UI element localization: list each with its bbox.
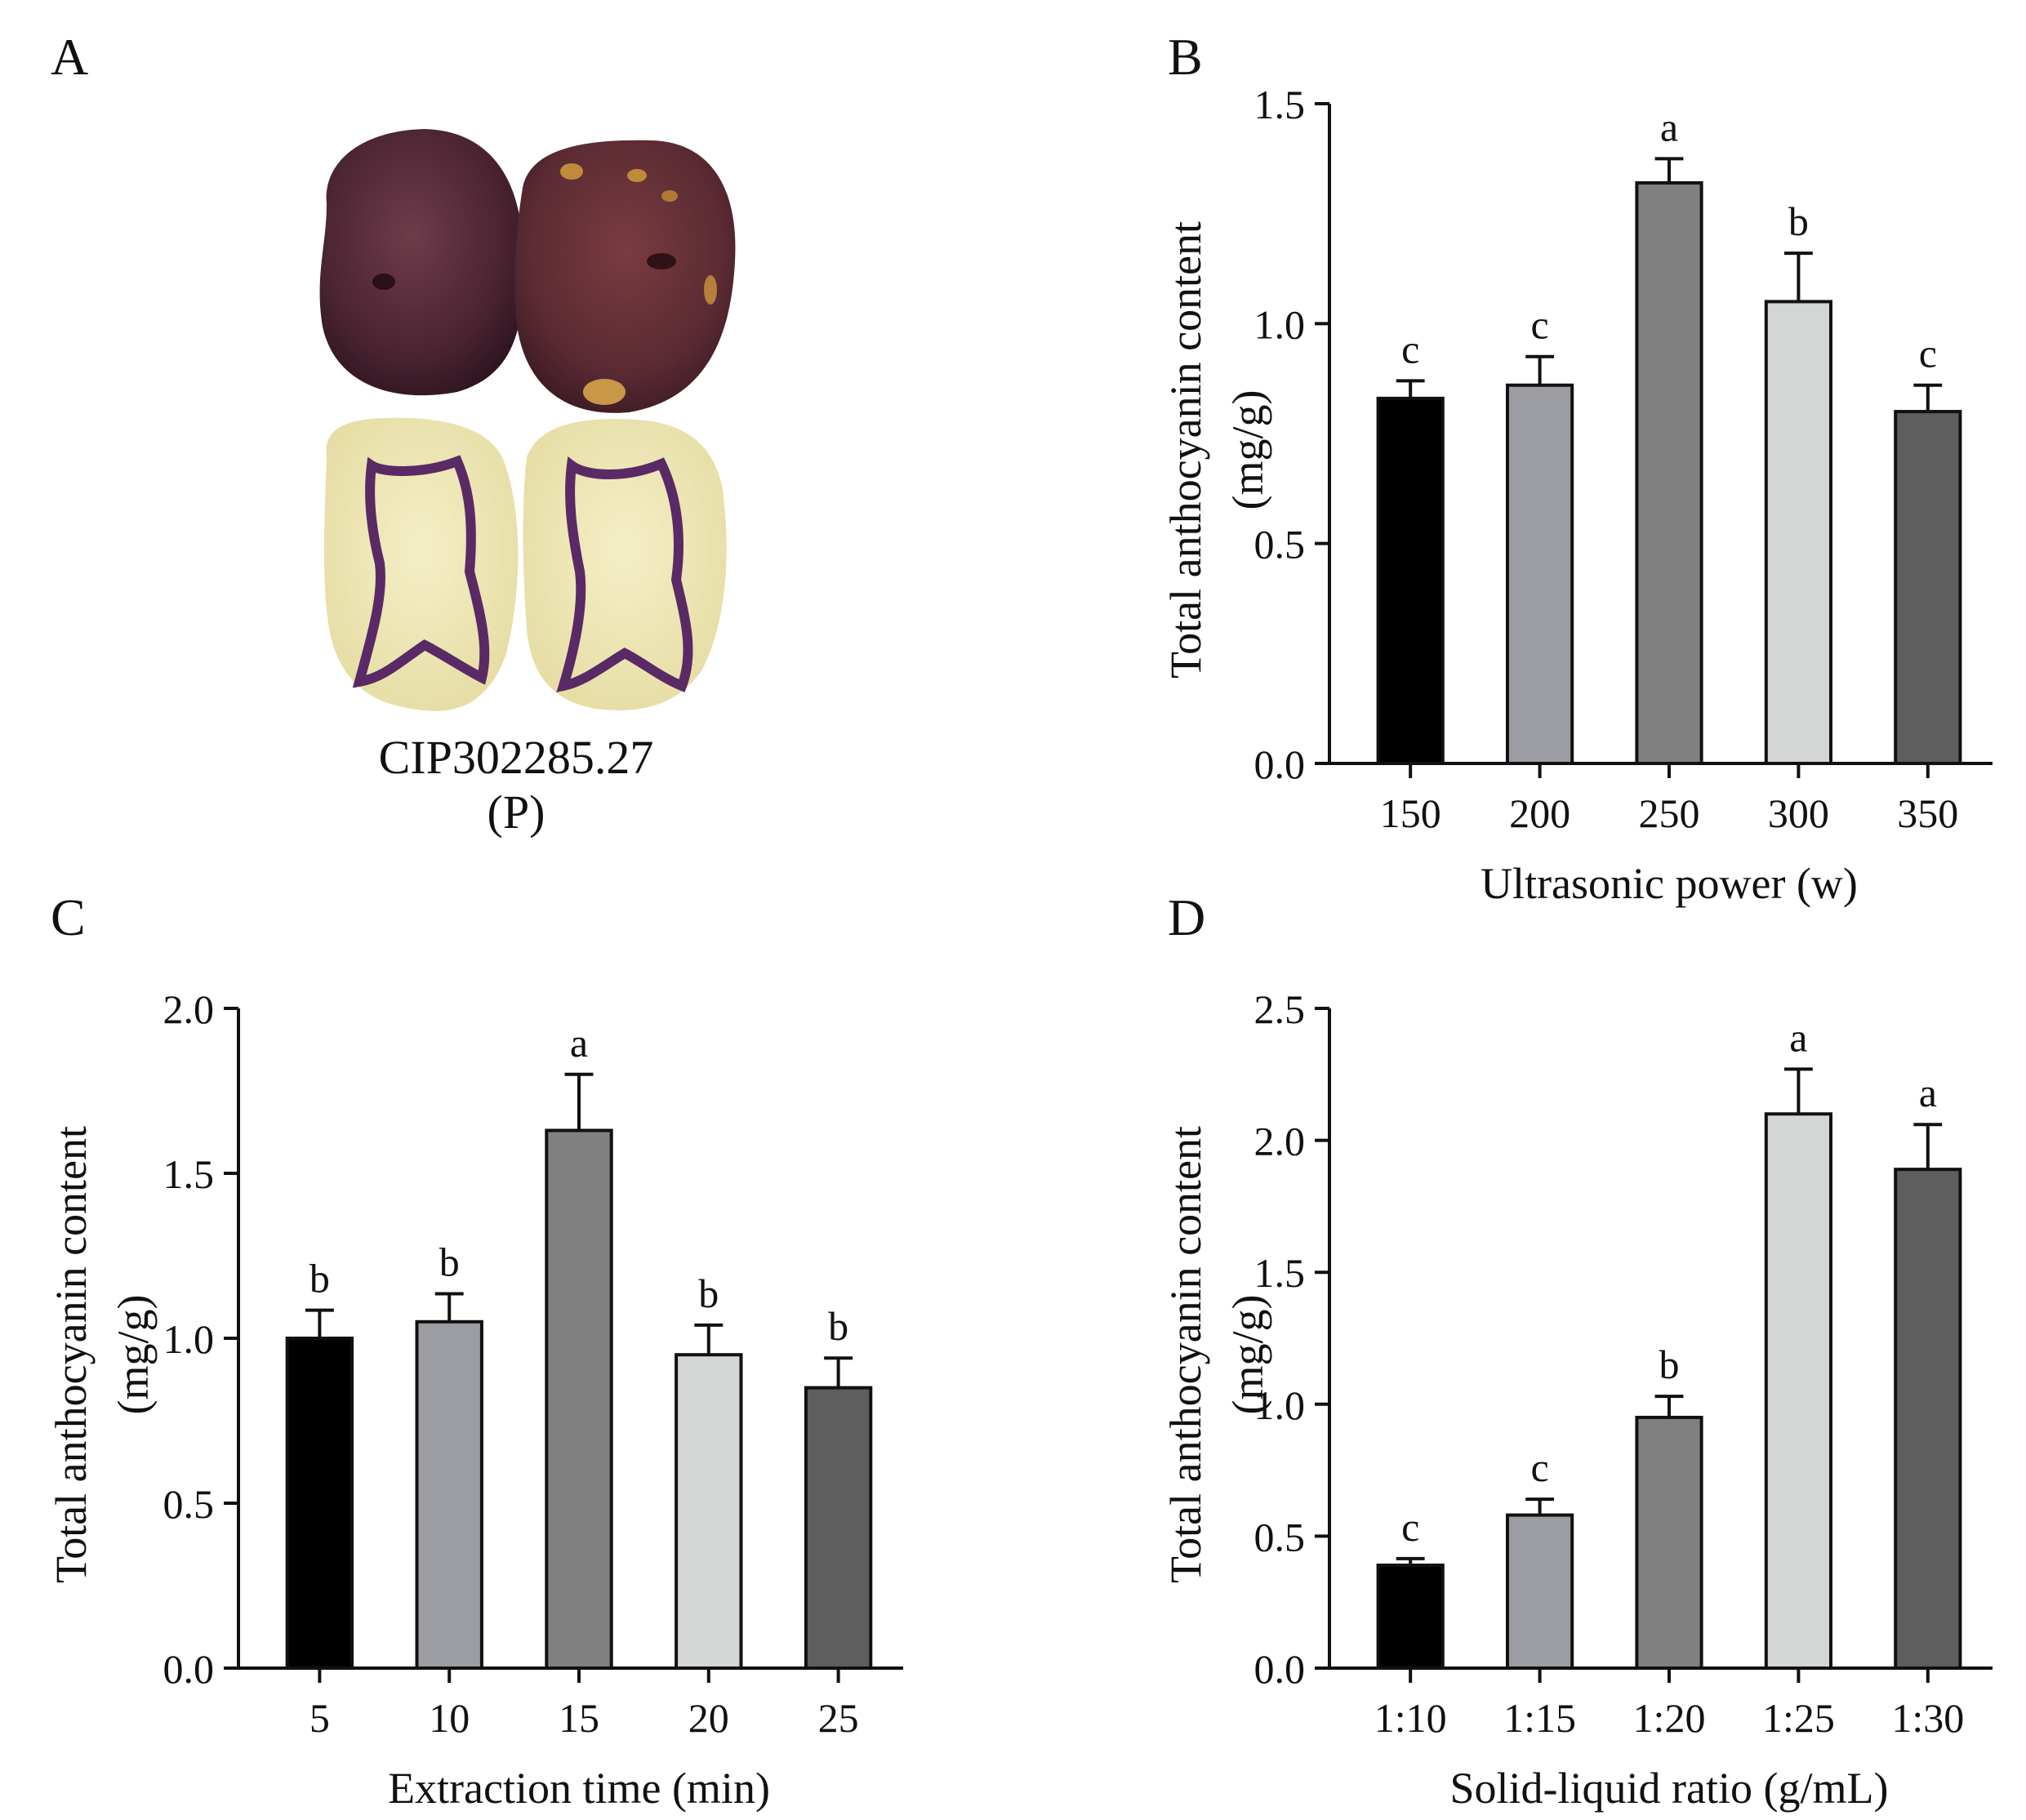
x-tick-label: 10: [429, 1695, 470, 1741]
bar: [285, 1337, 354, 1670]
x-tick-label: 1:15: [1503, 1695, 1576, 1741]
y-tick-label: 1.5: [1254, 82, 1306, 127]
y-tick-label: 0.0: [163, 1646, 215, 1692]
x-tick-label: 200: [1509, 790, 1570, 836]
panel-d-letter: D: [1168, 888, 1206, 946]
significance-letter: c: [1401, 326, 1419, 372]
bar: [1635, 1415, 1703, 1670]
significance-letter: c: [1530, 302, 1548, 348]
bar: [415, 1319, 483, 1671]
significance-letter: b: [1788, 198, 1809, 244]
significance-letter: b: [828, 1303, 848, 1349]
x-tick-label: 20: [688, 1695, 729, 1741]
y-tick-label: 1.0: [1254, 1382, 1306, 1428]
x-tick-label: 1:25: [1762, 1695, 1835, 1741]
bar: [804, 1386, 873, 1670]
significance-letter: c: [1401, 1504, 1419, 1550]
panel-a-caption: CIP302285.27 (P): [271, 731, 761, 839]
y-tick-label: 0.5: [1254, 1514, 1306, 1560]
bar: [1506, 383, 1574, 765]
y-tick-label: 0.5: [1254, 522, 1306, 567]
y-tick-label: 1.0: [163, 1316, 215, 1362]
x-tick-label: 5: [309, 1695, 330, 1741]
y-tick-label: 0.0: [1254, 741, 1306, 787]
x-axis-label: Solid-liquid ratio (g/mL): [1450, 1764, 1889, 1813]
y-tick-label: 2.0: [163, 986, 215, 1032]
significance-letter: a: [570, 1020, 588, 1066]
bar: [1635, 180, 1703, 765]
y-axis-unit: (mg/g): [1223, 390, 1272, 510]
x-axis-label: Extraction time (min): [388, 1764, 770, 1813]
bar: [1376, 1563, 1445, 1671]
y-tick-label: 1.5: [1254, 1250, 1306, 1296]
x-tick-label: 150: [1380, 790, 1441, 836]
y-tick-label: 2.0: [1254, 1119, 1306, 1164]
y-tick-label: 2.5: [1254, 986, 1306, 1032]
y-axis-label: Total anthocyanin content: [47, 1126, 96, 1583]
y-axis-label: Total anthocyanin content: [1161, 221, 1210, 679]
bar: [545, 1128, 613, 1670]
bar: [1506, 1513, 1574, 1670]
y-tick-label: 0.0: [1254, 1646, 1306, 1692]
x-tick-label: 1:10: [1374, 1695, 1447, 1741]
significance-letter: b: [698, 1270, 719, 1316]
sample-type: (P): [487, 785, 545, 839]
bar: [1764, 300, 1833, 765]
y-axis-label: Total anthocyanin content: [1161, 1126, 1210, 1583]
significance-letter: a: [1919, 1070, 1937, 1115]
x-tick-label: 300: [1768, 790, 1829, 836]
x-tick-label: 350: [1897, 790, 1958, 836]
significance-letter: b: [309, 1256, 330, 1302]
bar: [1376, 396, 1445, 765]
significance-letter: a: [1789, 1014, 1807, 1060]
sample-id: CIP302285.27: [378, 731, 654, 784]
significance-letter: c: [1919, 331, 1937, 376]
y-tick-label: 1.0: [1254, 301, 1306, 347]
x-tick-label: 1:30: [1891, 1695, 1964, 1741]
significance-letter: b: [439, 1239, 460, 1284]
panel-b-letter: B: [1168, 28, 1203, 86]
bar: [1894, 410, 1962, 765]
x-tick-label: 15: [559, 1695, 599, 1741]
bar: [1764, 1112, 1833, 1670]
significance-letter: c: [1530, 1444, 1548, 1490]
y-axis-unit: (mg/g): [109, 1295, 158, 1415]
significance-letter: b: [1659, 1342, 1680, 1387]
y-tick-label: 0.5: [163, 1481, 215, 1527]
x-axis-label: Ultrasonic power (w): [1481, 859, 1858, 908]
x-tick-label: 1:20: [1633, 1695, 1706, 1741]
bar: [675, 1353, 743, 1670]
significance-letter: a: [1660, 104, 1678, 149]
x-tick-label: 25: [818, 1695, 859, 1741]
bar: [1894, 1168, 1962, 1670]
panel-a-letter: A: [51, 28, 89, 86]
x-tick-label: 250: [1639, 790, 1700, 836]
panel-c-letter: C: [51, 888, 86, 946]
y-tick-label: 1.5: [163, 1151, 215, 1197]
y-axis-unit: (mg/g): [1223, 1295, 1272, 1415]
